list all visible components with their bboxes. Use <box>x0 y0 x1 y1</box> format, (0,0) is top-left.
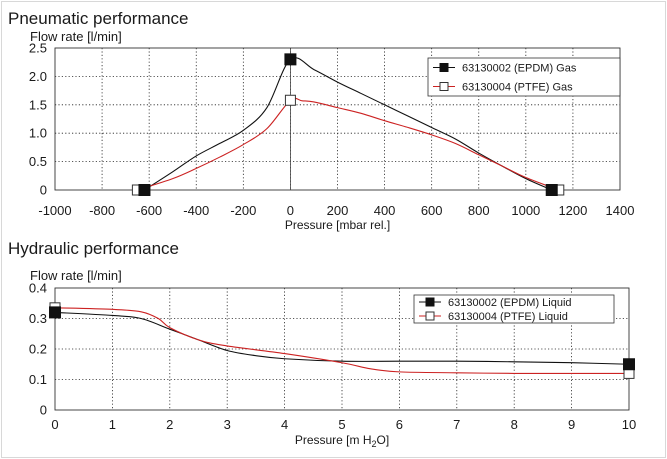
hydraulic-y-tick-label: 0 <box>40 403 47 418</box>
hydraulic-x-tick-label: 9 <box>568 417 575 432</box>
hydraulic-data-point <box>623 358 635 371</box>
pneumatic-data-point <box>138 184 151 196</box>
pneumatic-legend-marker <box>439 63 449 72</box>
pneumatic-x-tick-label: 400 <box>374 203 396 218</box>
hydraulic-plot-frame <box>54 287 630 411</box>
pneumatic-legend-label: 63130004 (PTFE) Gas <box>462 82 573 94</box>
hydraulic-y-tick-label: 0.3 <box>29 311 47 326</box>
hydraulic-y-tick-label: 0.1 <box>29 372 47 387</box>
hydraulic-x-tick-label: 3 <box>224 417 231 432</box>
hydraulic-series-ptfe <box>54 307 629 374</box>
hydraulic-x-tick-label: 1 <box>109 417 116 432</box>
hydraulic-legend-label: 63130002 (EPDM) Liquid <box>448 297 572 309</box>
pneumatic-x-tick-label: -1000 <box>38 203 71 218</box>
hydraulic-x-tick-label: 7 <box>453 417 460 432</box>
hydraulic-x-tick-label: 5 <box>338 417 345 432</box>
hydraulic-y-tick-label: 0.2 <box>29 342 47 357</box>
hydraulic-legend-label: 63130004 (PTFE) Liquid <box>448 311 568 323</box>
pneumatic-legend: 63130002 (EPDM) Gas 63130004 (PTFE) Gas <box>427 57 621 97</box>
pneumatic-x-tick-label: 1400 <box>606 203 635 218</box>
hydraulic-legend-marker <box>425 311 435 321</box>
pneumatic-y-axis-title: Flow rate [l/min] <box>30 29 122 44</box>
pneumatic-y-tick-label: 2.0 <box>29 69 47 84</box>
pneumatic-x-tick-label: 1200 <box>558 203 587 218</box>
hydraulic-data-point <box>49 306 61 319</box>
pneumatic-x-tick-label: 1000 <box>511 203 540 218</box>
hydraulic-legend: 63130002 (EPDM) Liquid 63130004 (PTFE) Li… <box>413 294 615 324</box>
pneumatic-y-tick-label: 2.5 <box>29 41 47 56</box>
pneumatic-x-tick-label: 200 <box>327 203 349 218</box>
hydraulic-x-tick-label: 0 <box>51 417 58 432</box>
pneumatic-y-tick-label: 1.5 <box>29 97 47 112</box>
hydraulic-legend-box <box>413 294 615 324</box>
pneumatic-plot-frame <box>54 47 621 191</box>
pneumatic-series-line <box>144 57 552 191</box>
hydraulic-x-axis-title: Pressure [m H2O] <box>295 433 389 449</box>
hydraulic-title: Hydraulic performance <box>8 239 179 258</box>
pneumatic-data-point <box>284 94 296 106</box>
hydraulic-x-tick-label: 6 <box>396 417 403 432</box>
pneumatic-data-point <box>545 184 558 196</box>
hydraulic-series-epdm <box>54 311 630 365</box>
hydraulic-y-tick-label: 0.4 <box>29 281 47 296</box>
pneumatic-x-tick-label: -200 <box>230 203 256 218</box>
pneumatic-grid <box>55 48 620 190</box>
pneumatic-data-point <box>284 53 297 66</box>
pneumatic-x-axis-title: Pressure [mbar rel.] <box>285 218 390 232</box>
hydraulic-y-axis-title: Flow rate [l/min] <box>30 268 122 283</box>
pneumatic-series-epdm <box>144 57 552 191</box>
pneumatic-y-tick-label: 0.5 <box>29 154 47 169</box>
hydraulic-x-tick-label: 2 <box>166 417 173 432</box>
hydraulic-x-tick-label: 10 <box>622 417 636 432</box>
hydraulic-series-line <box>54 307 629 374</box>
hydraulic-series-line <box>54 311 630 365</box>
pneumatic-series-ptfe <box>137 97 559 191</box>
pneumatic-x-tick-label: 600 <box>421 203 443 218</box>
pneumatic-x-tick-label: 800 <box>468 203 490 218</box>
pneumatic-legend-box <box>427 57 621 97</box>
hydraulic-grid <box>55 288 629 410</box>
pneumatic-x-tick-label: -400 <box>183 203 209 218</box>
pneumatic-title: Pneumatic performance <box>8 9 188 28</box>
pneumatic-x-tick-label: -800 <box>89 203 115 218</box>
pneumatic-x-tick-label: -600 <box>136 203 162 218</box>
pneumatic-legend-label: 63130002 (EPDM) Gas <box>462 63 577 75</box>
hydraulic-legend-marker <box>425 297 435 307</box>
pneumatic-series-line <box>137 97 559 191</box>
pneumatic-legend-marker <box>439 82 449 91</box>
pneumatic-y-tick-label: 1.0 <box>29 126 47 141</box>
hydraulic-x-tick-label: 4 <box>281 417 288 432</box>
hydraulic-x-tick-label: 8 <box>511 417 518 432</box>
pneumatic-x-tick-label: 0 <box>287 203 294 218</box>
pneumatic-y-tick-label: 0 <box>40 183 47 198</box>
